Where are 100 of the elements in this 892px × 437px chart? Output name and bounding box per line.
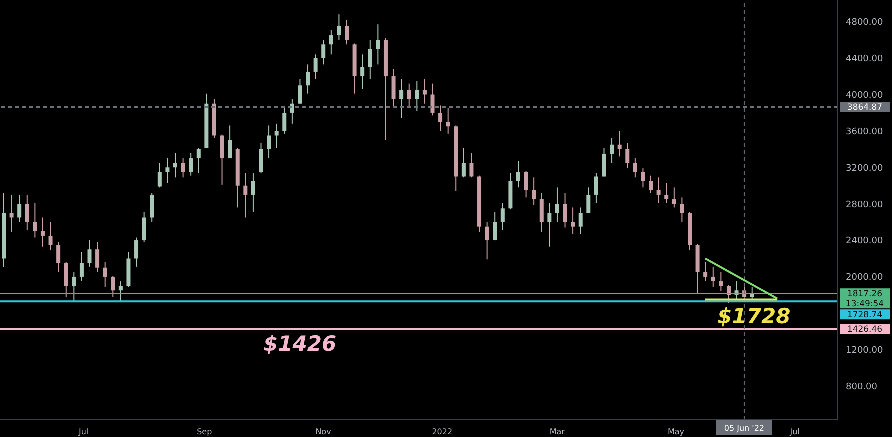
candlestick: [228, 125, 232, 160]
y-tick-label: 1200.00: [846, 346, 884, 356]
annotation: $1426: [264, 332, 337, 356]
candlestick: [555, 187, 560, 223]
candlestick: [174, 152, 178, 178]
candlestick: [196, 148, 201, 174]
text: 13:49:54: [846, 300, 884, 310]
candlestick: [267, 125, 272, 160]
candlestick: [158, 162, 162, 188]
candlestick: [314, 54, 318, 80]
x-tick-label: Nov: [316, 428, 332, 437]
candlestick: [259, 142, 264, 174]
ref-line-label: 05 Jun '22: [724, 424, 765, 433]
candlestick: [368, 40, 372, 80]
candlestick: [344, 20, 349, 46]
candlestick: [33, 202, 38, 238]
y-tick-label: 2800.00: [846, 200, 884, 210]
candlestick: [189, 152, 194, 176]
candlestick: [72, 272, 76, 302]
candlestick: [25, 194, 30, 231]
candlestick: [337, 14, 342, 41]
candlestick: [711, 266, 716, 288]
candlestick: [181, 158, 186, 178]
candlestick: [626, 142, 630, 170]
candlestick: [118, 281, 123, 302]
candlestick: [524, 170, 528, 198]
y-tick-label: 4800.00: [846, 18, 884, 28]
y-tick-label: 4400.00: [846, 54, 884, 65]
candlestick: [540, 192, 544, 233]
candlestick: [103, 262, 108, 288]
candlestick: [563, 192, 568, 228]
candlestick: [360, 54, 365, 90]
candlestick: [532, 177, 536, 206]
candlestick: [610, 138, 614, 164]
candlestick: [244, 172, 248, 218]
candlestick: [602, 148, 606, 178]
x-tick-label: Mar: [550, 428, 566, 437]
candlestick: [290, 98, 294, 124]
x-tick-label: 2022: [432, 428, 453, 437]
candlestick: [548, 202, 552, 248]
candlestick: [516, 160, 520, 188]
candlestick: [40, 217, 45, 248]
candlestick: [150, 192, 154, 223]
candlestick: [594, 172, 598, 204]
y-tick-label: 4000.00: [846, 90, 884, 101]
candlestick: [392, 68, 396, 109]
candlestick: [306, 64, 310, 94]
candlestick: [400, 78, 404, 119]
y-tick-label: 800.00: [846, 382, 878, 392]
candlestick: [664, 182, 669, 204]
candlestick: [586, 187, 591, 214]
candlestick: [415, 80, 420, 112]
candlestick: [649, 175, 654, 194]
candlestick: [298, 78, 302, 104]
candlestick: [64, 262, 68, 298]
candlestick: [329, 30, 334, 56]
ref-line-label: 1817.26: [847, 290, 883, 300]
candlestick: [571, 207, 576, 235]
y-tick-label: 3200.00: [846, 164, 884, 174]
candlestick: [672, 187, 676, 208]
candlestick: [656, 177, 661, 204]
ref-line-label: 1728.74: [847, 310, 883, 321]
candlestick: [134, 237, 139, 268]
candlestick: [704, 262, 708, 282]
candlestick: [111, 276, 116, 298]
candlestick: [10, 194, 14, 233]
candlestick: [719, 272, 724, 292]
candlestick: [56, 242, 61, 273]
candlestick: [500, 202, 505, 231]
ref-line-label: 3864.87: [847, 103, 883, 114]
candlestick: [493, 212, 498, 242]
candlestick: [446, 108, 450, 134]
candlestick: [438, 105, 443, 132]
candlestick: [407, 83, 412, 109]
candlestick: [274, 123, 279, 150]
candlestick: [578, 207, 583, 235]
candlestick: [485, 222, 490, 260]
candlestick: [618, 130, 622, 158]
candlestick: [633, 158, 638, 178]
candlestick: [251, 172, 256, 213]
candlestick: [142, 212, 146, 243]
ref-line-label: 1426.46: [847, 325, 883, 336]
y-tick-label: 3600.00: [846, 127, 884, 138]
y-tick-label: 2000.00: [846, 273, 884, 284]
candlestick: [641, 168, 646, 188]
candlestick: [220, 134, 224, 186]
annotation: $1728: [718, 304, 791, 329]
candlestick: [166, 158, 170, 184]
candlestick: [322, 40, 326, 66]
candlestick: [680, 197, 684, 223]
candlestick: [422, 78, 427, 104]
candlestick: [96, 242, 100, 273]
x-tick-label: Sep: [197, 428, 212, 437]
x-tick-label: May: [668, 428, 685, 437]
candlestick: [18, 194, 22, 223]
candlestick: [282, 108, 287, 134]
x-tick-label: Jul: [78, 428, 89, 437]
y-tick-label: 2400.00: [846, 236, 884, 247]
candlestick: [48, 222, 53, 252]
candlestick: [470, 152, 474, 178]
